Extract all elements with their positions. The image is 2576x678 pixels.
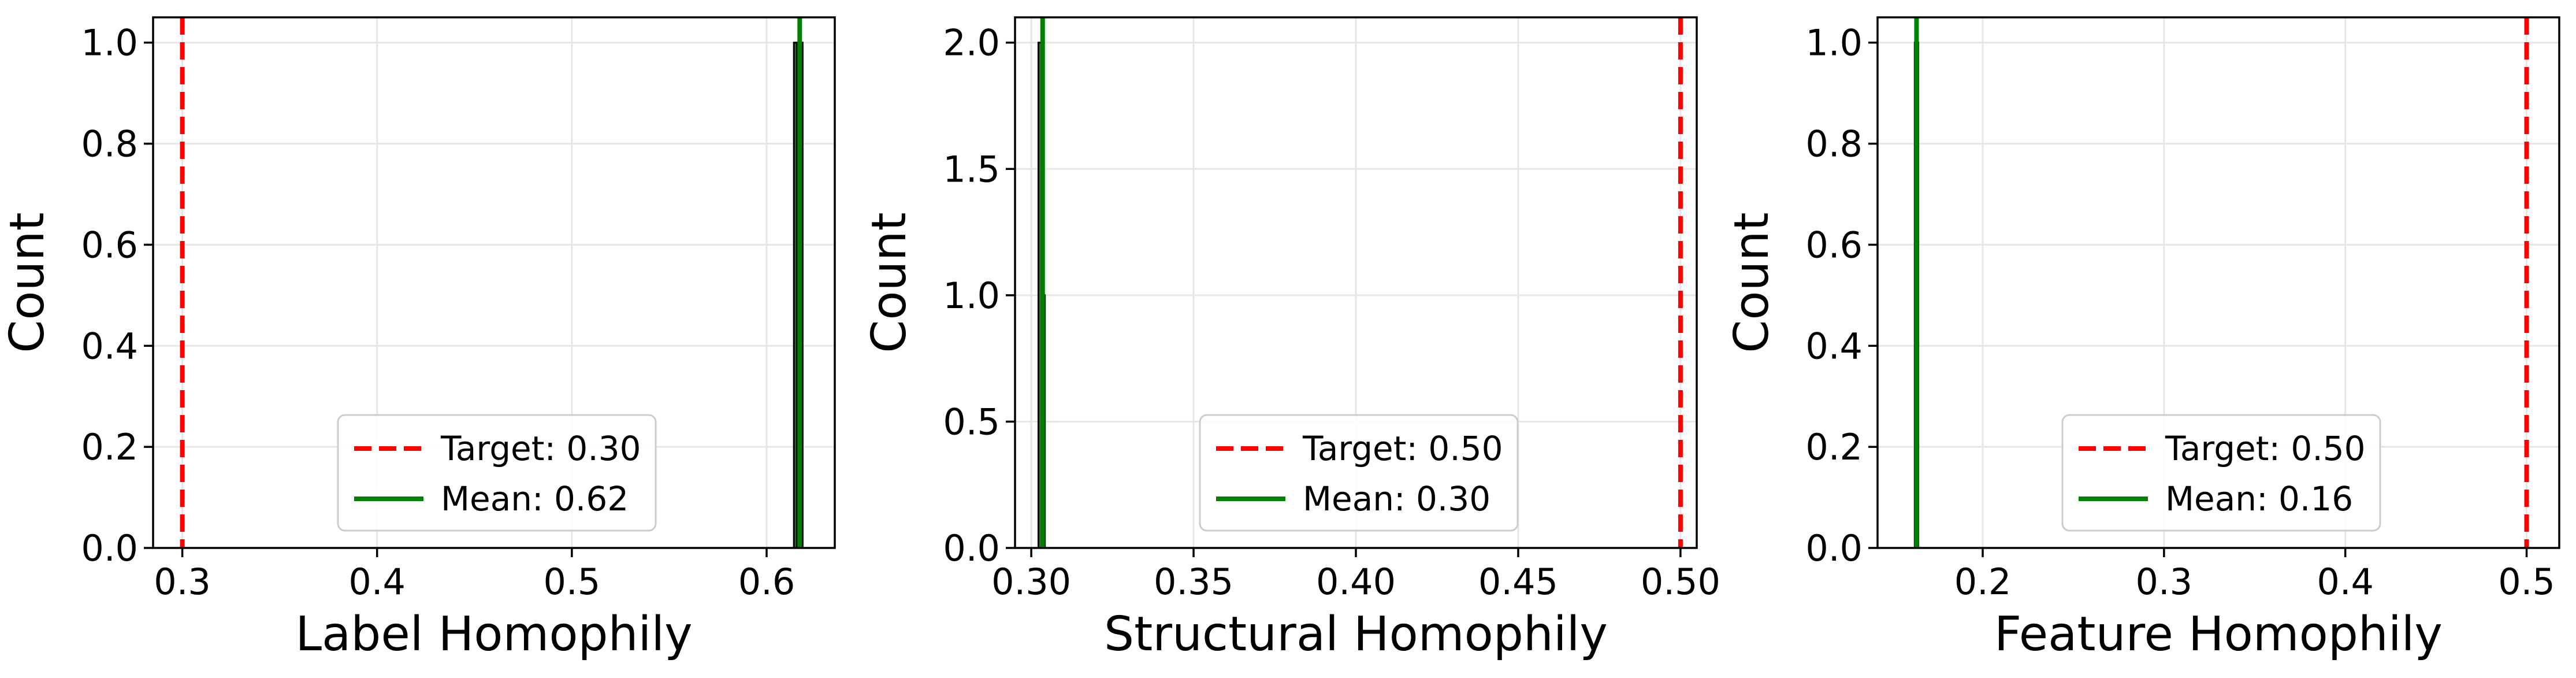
y-tick-label: 0.4	[1805, 325, 1863, 367]
legend-mean-label: Mean: 0.30	[1303, 479, 1490, 518]
y-tick-label: 0.2	[81, 426, 138, 468]
legend-target-label: Target: 0.30	[440, 429, 641, 468]
y-tick-label: 1.0	[943, 275, 1000, 317]
x-tick-label: 0.5	[544, 561, 601, 603]
x-tick-label: 0.4	[348, 561, 406, 603]
y-tick-label: 0.6	[1805, 224, 1863, 266]
x-axis-label: Feature Homophily	[1994, 607, 2443, 662]
y-tick-label: 0.8	[1805, 123, 1863, 165]
y-tick-label: 0.2	[1805, 426, 1863, 468]
x-tick-label: 0.2	[1954, 561, 2012, 603]
legend-box	[2061, 414, 2381, 532]
x-tick-label: 0.35	[1154, 561, 1233, 603]
y-axis-label: Count	[862, 212, 917, 353]
y-tick-label: 0.0	[943, 527, 1000, 569]
x-axis-label: Structural Homophily	[1104, 607, 1608, 662]
legend: Target: 0.50 Mean: 0.16	[2061, 414, 2381, 532]
y-tick-label: 0.8	[81, 123, 138, 165]
legend-box	[1199, 414, 1519, 532]
y-tick-label: 0.0	[1805, 527, 1863, 569]
x-tick-label: 0.40	[1316, 561, 1396, 603]
legend: Target: 0.50 Mean: 0.30	[1199, 414, 1519, 532]
legend-target-label: Target: 0.50	[1302, 429, 1503, 468]
legend-mean-label: Mean: 0.62	[441, 479, 629, 518]
y-tick-label: 1.5	[943, 148, 1000, 190]
x-tick-label: 0.30	[991, 561, 1071, 603]
chart-panel-3: 0.2 0.3 0.4 0.5 0.0 0.2 0.4 0.6 0.8 1.0 Feature Ho…	[1724, 16, 2560, 662]
axes-frame	[1876, 16, 2560, 549]
legend-box	[337, 414, 657, 532]
x-tick-label: 0.3	[154, 561, 211, 603]
x-tick-label: 0.3	[2136, 561, 2193, 603]
y-tick-label: 0.4	[81, 325, 138, 367]
x-tick-label: 0.6	[738, 561, 796, 603]
x-tick-label: 0.45	[1478, 561, 1558, 603]
legend-target-label: Target: 0.50	[2165, 429, 2366, 468]
y-tick-label: 2.0	[943, 22, 1000, 64]
y-axis-label: Count	[1724, 212, 1779, 353]
legend-mean-label: Mean: 0.16	[2165, 479, 2353, 518]
y-axis-label: Count	[0, 212, 55, 353]
chart-panel-2: 0.30 0.35 0.40 0.45 0.50 0.0 0.5 1.0 1.5 2.0 Struc…	[862, 16, 1720, 662]
y-tick-label: 1.0	[81, 22, 138, 64]
y-tick-label: 0.6	[81, 224, 138, 266]
x-axis-label: Label Homophily	[295, 607, 692, 662]
x-tick-label: 0.5	[2498, 561, 2555, 603]
y-tick-label: 0.5	[943, 401, 1000, 443]
y-tick-label: 0.0	[81, 527, 138, 569]
legend: Target: 0.30 Mean: 0.62	[337, 414, 657, 532]
y-tick-label: 1.0	[1805, 22, 1863, 64]
x-tick-label: 0.50	[1641, 561, 1720, 603]
chart-panel-1: 0.3 0.4 0.5 0.6 0.0 0.2 0.4 0.6 0.8 1.0 Label Homo…	[0, 16, 836, 662]
axes-frame	[152, 16, 836, 549]
x-tick-label: 0.4	[2317, 561, 2374, 603]
